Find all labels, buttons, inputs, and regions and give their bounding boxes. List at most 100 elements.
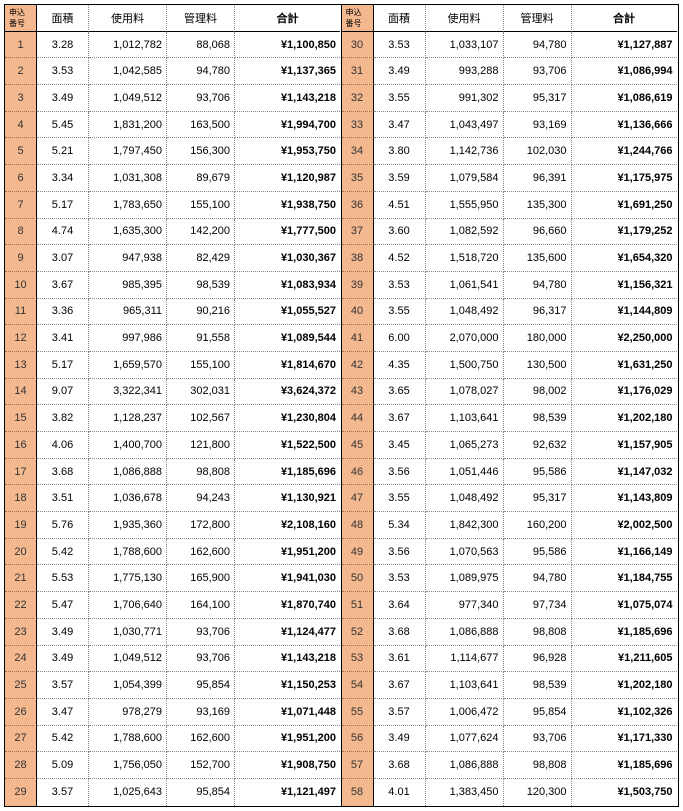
- row-id: 7: [5, 192, 37, 219]
- row-total: ¥1,941,030: [235, 565, 340, 592]
- row-total: ¥1,953,750: [235, 138, 340, 165]
- row-usage: 997,986: [89, 325, 167, 352]
- row-mgmt: 156,300: [167, 138, 235, 165]
- row-mgmt: 96,928: [504, 646, 572, 673]
- row-mgmt: 135,600: [504, 245, 572, 272]
- row-usage: 1,142,736: [426, 138, 504, 165]
- row-mgmt: 94,780: [167, 58, 235, 85]
- row-area: 4.06: [37, 432, 89, 459]
- row-usage: 1,077,624: [426, 726, 504, 753]
- row-area: 3.82: [37, 405, 89, 432]
- row-total: ¥1,137,365: [235, 58, 340, 85]
- row-id: 30: [342, 32, 374, 59]
- row-mgmt: 92,632: [504, 432, 572, 459]
- row-id: 18: [5, 485, 37, 512]
- row-total: ¥1,150,253: [235, 672, 340, 699]
- row-area: 3.49: [37, 85, 89, 112]
- row-usage: 1,659,570: [89, 352, 167, 379]
- row-usage: 1,128,237: [89, 405, 167, 432]
- row-mgmt: 93,706: [167, 646, 235, 673]
- row-area: 5.47: [37, 592, 89, 619]
- row-total: ¥1,938,750: [235, 192, 340, 219]
- row-mgmt: 98,002: [504, 379, 572, 406]
- row-id: 47: [342, 485, 374, 512]
- row-mgmt: 165,900: [167, 565, 235, 592]
- row-id: 17: [5, 459, 37, 486]
- row-usage: 1,025,643: [89, 779, 167, 806]
- row-mgmt: 130,500: [504, 352, 572, 379]
- row-total: ¥2,250,000: [572, 325, 677, 352]
- row-total: ¥1,144,809: [572, 299, 677, 326]
- row-mgmt: 98,808: [504, 619, 572, 646]
- row-mgmt: 180,000: [504, 325, 572, 352]
- row-area: 4.51: [374, 192, 426, 219]
- row-area: 3.49: [374, 726, 426, 753]
- row-id: 40: [342, 299, 374, 326]
- row-area: 3.51: [37, 485, 89, 512]
- row-area: 3.57: [374, 699, 426, 726]
- row-mgmt: 96,317: [504, 299, 572, 326]
- row-usage: 1,079,584: [426, 165, 504, 192]
- header-usage: 使用料: [426, 5, 504, 32]
- row-total: ¥1,185,696: [572, 619, 677, 646]
- row-usage: 1,797,450: [89, 138, 167, 165]
- row-id: 2: [5, 58, 37, 85]
- row-total: ¥1,202,180: [572, 405, 677, 432]
- row-area: 3.61: [374, 646, 426, 673]
- header-id: 申込番号: [5, 5, 37, 32]
- row-total: ¥1,100,850: [235, 32, 340, 59]
- row-id: 12: [5, 325, 37, 352]
- row-usage: 1,033,107: [426, 32, 504, 59]
- row-id: 21: [5, 565, 37, 592]
- row-usage: 1,078,027: [426, 379, 504, 406]
- row-area: 4.74: [37, 219, 89, 246]
- row-usage: 1,788,600: [89, 726, 167, 753]
- row-id: 24: [5, 646, 37, 673]
- row-total: ¥1,951,200: [235, 726, 340, 753]
- row-id: 26: [5, 699, 37, 726]
- row-total: ¥1,166,149: [572, 539, 677, 566]
- row-total: ¥1,127,887: [572, 32, 677, 59]
- row-usage: 1,831,200: [89, 112, 167, 139]
- header-area: 面積: [374, 5, 426, 32]
- row-usage: 1,070,563: [426, 539, 504, 566]
- row-mgmt: 89,679: [167, 165, 235, 192]
- header-usage: 使用料: [89, 5, 167, 32]
- row-area: 3.34: [37, 165, 89, 192]
- row-area: 5.42: [37, 539, 89, 566]
- row-id: 9: [5, 245, 37, 272]
- row-id: 56: [342, 726, 374, 753]
- row-mgmt: 95,854: [504, 699, 572, 726]
- row-mgmt: 88,068: [167, 32, 235, 59]
- row-area: 3.28: [37, 32, 89, 59]
- row-area: 6.00: [374, 325, 426, 352]
- row-id: 34: [342, 138, 374, 165]
- row-mgmt: 98,808: [504, 752, 572, 779]
- row-id: 28: [5, 752, 37, 779]
- row-total: ¥1,075,074: [572, 592, 677, 619]
- row-usage: 1,788,600: [89, 539, 167, 566]
- row-usage: 1,048,492: [426, 485, 504, 512]
- row-mgmt: 94,780: [504, 565, 572, 592]
- row-mgmt: 98,808: [167, 459, 235, 486]
- row-id: 57: [342, 752, 374, 779]
- row-area: 3.49: [374, 58, 426, 85]
- row-area: 5.17: [37, 352, 89, 379]
- row-usage: 1,086,888: [426, 752, 504, 779]
- row-total: ¥1,230,804: [235, 405, 340, 432]
- row-usage: 1,775,130: [89, 565, 167, 592]
- row-usage: 1,031,308: [89, 165, 167, 192]
- row-usage: 1,089,975: [426, 565, 504, 592]
- row-id: 52: [342, 619, 374, 646]
- row-total: ¥1,777,500: [235, 219, 340, 246]
- row-mgmt: 91,558: [167, 325, 235, 352]
- row-area: 3.41: [37, 325, 89, 352]
- row-id: 11: [5, 299, 37, 326]
- row-mgmt: 94,780: [504, 272, 572, 299]
- row-mgmt: 302,031: [167, 379, 235, 406]
- row-id: 23: [5, 619, 37, 646]
- row-id: 16: [5, 432, 37, 459]
- row-total: ¥1,211,605: [572, 646, 677, 673]
- row-area: 3.55: [374, 485, 426, 512]
- row-mgmt: 120,300: [504, 779, 572, 806]
